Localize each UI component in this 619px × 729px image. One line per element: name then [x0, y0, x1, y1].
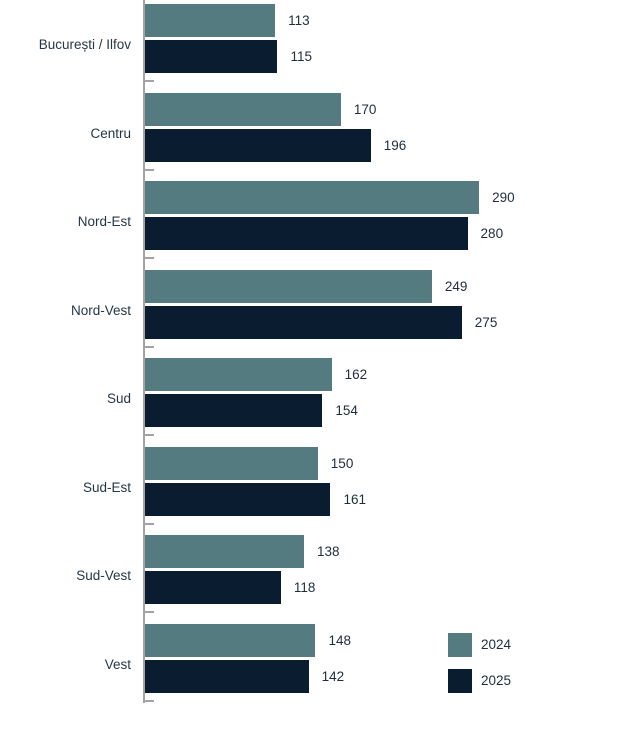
category-label: Sud-Est: [82, 479, 131, 495]
bar-2024: [145, 535, 304, 569]
value-label: 249: [444, 278, 468, 294]
value-label: 290: [492, 190, 515, 206]
value-label: 148: [328, 632, 352, 648]
y-axis-line: [143, 0, 145, 703]
bar-2024: [145, 92, 341, 126]
bar-2025: [145, 659, 309, 693]
axis-tick: [145, 168, 154, 171]
bar-2024: [145, 446, 318, 480]
value-label: 138: [316, 544, 340, 560]
value-label: 142: [321, 668, 345, 684]
legend-item-2024: 2024: [448, 633, 511, 657]
value-label: 118: [293, 580, 316, 596]
bar-2025: [145, 40, 278, 73]
legend-label-2024: 2024: [481, 637, 512, 652]
bar-2025: [145, 305, 462, 339]
bar-2025: [145, 394, 323, 428]
category-label: Sud-Vest: [76, 568, 131, 584]
bar-2025: [145, 482, 331, 516]
value-label: 113: [288, 13, 310, 28]
bar-2025: [145, 128, 371, 162]
value-label: 275: [474, 314, 498, 330]
value-label: 161: [343, 491, 366, 507]
category-label: Nord-Vest: [70, 302, 131, 318]
axis-tick: [145, 345, 154, 348]
category-label: Vest: [104, 656, 131, 672]
value-label: 162: [344, 367, 368, 383]
bar-2024: [145, 358, 332, 392]
axis-tick: [145, 522, 154, 525]
legend-item-2025: 2025: [448, 669, 511, 693]
axis-tick: [145, 80, 154, 82]
category-label: București / Ilfov: [38, 37, 131, 52]
category-label: Sud: [106, 391, 131, 407]
bar-2025: [145, 571, 281, 605]
bar-2025: [145, 217, 468, 251]
legend-swatch-2024-icon: [448, 633, 472, 657]
bar-2024: [145, 269, 432, 303]
value-label: 170: [353, 101, 377, 117]
value-label: 154: [335, 403, 358, 419]
category-label: Nord-Est: [77, 214, 131, 230]
value-label: 150: [330, 455, 354, 471]
value-label: 196: [383, 137, 407, 153]
value-label: 115: [290, 49, 312, 64]
bar-2024: [145, 623, 316, 657]
bar-2024: [145, 4, 276, 37]
legend-label-2025: 2025: [481, 673, 512, 688]
axis-tick: [145, 611, 154, 614]
axis-tick: [145, 257, 154, 260]
category-label: Centru: [90, 125, 131, 141]
legend-swatch-2025-icon: [448, 669, 472, 693]
axis-tick: [145, 434, 154, 437]
axis-tick: [145, 699, 154, 702]
value-label: 280: [480, 226, 504, 242]
bar-2024: [145, 181, 480, 215]
